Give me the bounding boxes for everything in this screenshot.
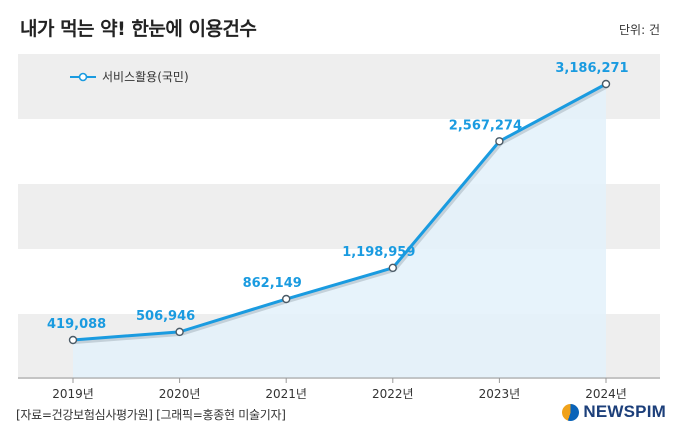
newspim-logo: NEWSPIM xyxy=(562,402,666,422)
chart-title: 내가 먹는 약! 한눈에 이용건수 xyxy=(20,18,257,40)
legend-label: 서비스활용(국민) xyxy=(102,70,189,84)
data-point xyxy=(388,263,397,273)
area-fill xyxy=(73,84,606,378)
data-label: 1,198,959 xyxy=(342,245,415,260)
series-line xyxy=(72,82,607,342)
x-tick-label: 2023년 xyxy=(479,387,521,401)
data-label: 506,946 xyxy=(136,309,195,324)
series-line-shadow xyxy=(74,84,609,344)
unit-label: 단위: 건 xyxy=(619,23,660,37)
legend-marker xyxy=(78,72,88,82)
data-label: 419,088 xyxy=(47,317,106,332)
data-labels: 419,088 506,946 862,149 1,198,959 2,567,274 3… xyxy=(47,61,629,332)
x-tick-label: 2024년 xyxy=(585,387,627,401)
data-label: 3,186,271 xyxy=(555,61,628,76)
data-point xyxy=(495,137,504,146)
data-point xyxy=(601,79,611,89)
data-point xyxy=(68,335,78,345)
x-tick-label: 2021년 xyxy=(265,387,307,401)
x-axis-ticks: 2019년 2020년 2021년 2022년 2023년 2024년 xyxy=(52,378,627,401)
data-points xyxy=(68,79,611,345)
data-label: 2,567,274 xyxy=(449,118,522,133)
source-credit: [자료=건강보험심사평가원] [그래픽=홍종현 미술기자] xyxy=(16,408,286,422)
data-point xyxy=(282,294,291,304)
legend: 서비스활용(국민) xyxy=(70,70,189,84)
x-tick-label: 2020년 xyxy=(159,387,201,401)
data-point xyxy=(175,327,184,337)
data-label: 862,149 xyxy=(243,276,302,291)
x-tick-label: 2019년 xyxy=(52,387,94,401)
logo-text: NEWSPIM xyxy=(583,402,666,421)
background-band xyxy=(18,54,660,119)
newspim-logo-icon xyxy=(562,403,580,421)
x-tick-label: 2022년 xyxy=(372,387,414,401)
